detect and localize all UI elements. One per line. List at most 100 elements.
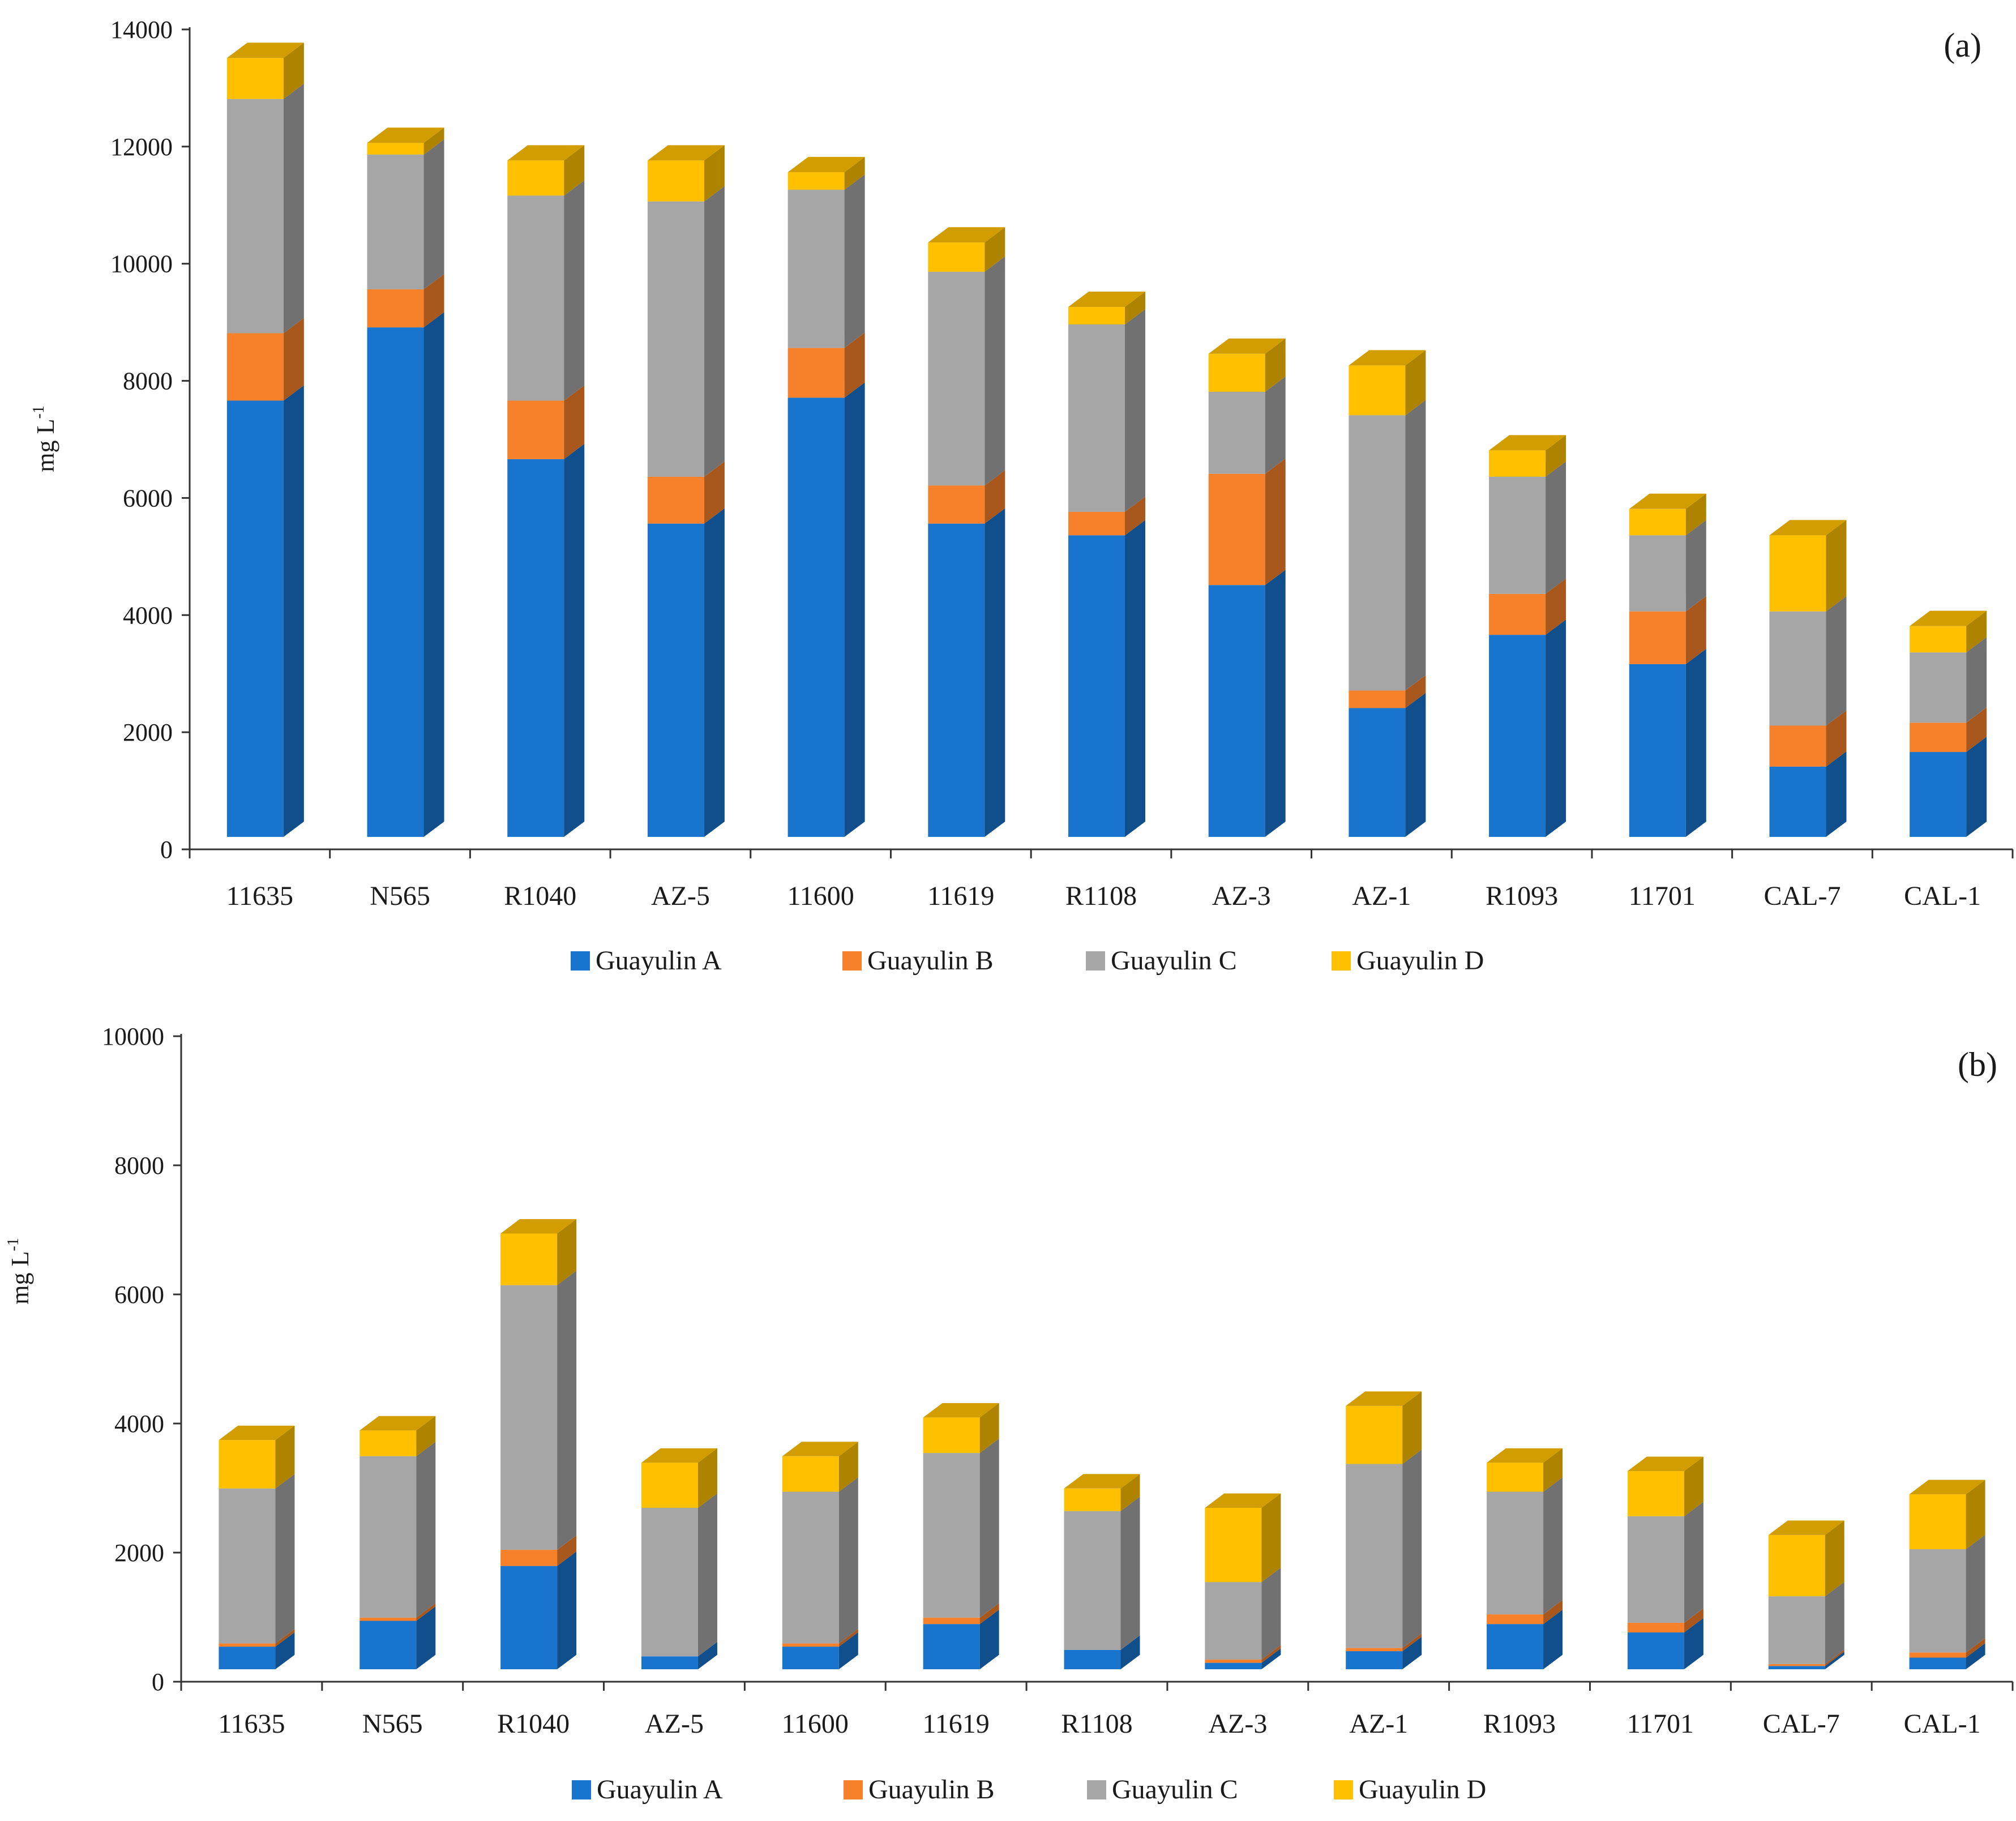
bar-side-guayulin-c-11600 <box>844 174 865 348</box>
bar-side-guayulin-c-11635 <box>275 1474 295 1644</box>
bar-top-az-1 <box>1346 1391 1422 1406</box>
y-tick-label: 4000 <box>123 601 173 629</box>
bar-top-cal-1 <box>1910 610 1987 626</box>
bar-guayulin-b-r1093 <box>1489 593 1546 635</box>
bar-guayulin-a-11600 <box>782 1647 839 1669</box>
bar-side-guayulin-a-cal-7 <box>1825 1651 1844 1669</box>
bar-side-guayulin-d-az-5 <box>697 1448 717 1508</box>
bar-side-guayulin-a-r1093 <box>1546 619 1566 837</box>
legend-label-guayulin-b: Guayulin B <box>867 946 994 976</box>
bar-side-guayulin-d-r1040 <box>564 145 585 196</box>
y-tick-label: 4000 <box>114 1410 164 1438</box>
x-tick-label: 11635 <box>226 881 293 911</box>
bar-guayulin-d-az-1 <box>1346 1405 1403 1464</box>
bar-side-guayulin-c-r1108 <box>1125 309 1145 512</box>
bar-top-11619 <box>923 1403 999 1418</box>
bar-side-guayulin-b-11600 <box>844 332 865 398</box>
bar-guayulin-a-r1093 <box>1487 1624 1544 1669</box>
bar-side-guayulin-b-az-5 <box>704 461 725 524</box>
bar-top-11600 <box>782 1442 858 1456</box>
bar-guayulin-a-11635 <box>226 400 284 837</box>
bar-guayulin-a-az-5 <box>641 1656 698 1669</box>
bar-guayulin-d-az-1 <box>1349 365 1406 416</box>
bar-side-guayulin-a-az-3 <box>1261 1648 1281 1669</box>
bar-side-guayulin-a-11619 <box>979 1609 999 1669</box>
x-tick-label: R1040 <box>497 1709 570 1739</box>
bar-top-n565 <box>359 1416 436 1431</box>
bar-side-guayulin-b-r1040 <box>557 1535 577 1566</box>
bar-side-guayulin-b-11635 <box>275 1628 295 1647</box>
bar-top-r1093 <box>1487 1448 1563 1463</box>
bar-side-guayulin-d-11619 <box>979 1403 999 1454</box>
bar-side-guayulin-c-cal-1 <box>1966 1534 1985 1653</box>
x-tick-label: CAL-7 <box>1764 881 1840 911</box>
bar-side-guayulin-c-11701 <box>1684 1502 1703 1623</box>
bar-guayulin-c-11635 <box>226 99 284 334</box>
bar-side-guayulin-c-n565 <box>423 139 444 289</box>
bar-guayulin-c-11600 <box>782 1491 839 1644</box>
bar-side-guayulin-a-n565 <box>423 312 444 837</box>
bar-side-guayulin-d-az-3 <box>1265 338 1286 392</box>
bar-guayulin-c-cal-7 <box>1769 611 1826 726</box>
bar-guayulin-c-11619 <box>928 271 985 486</box>
legend-label-guayulin-c: Guayulin C <box>1111 946 1237 976</box>
bar-guayulin-d-r1093 <box>1489 450 1546 477</box>
bar-top-cal-7 <box>1768 1520 1844 1535</box>
bar-side-guayulin-a-cal-7 <box>1826 751 1847 837</box>
x-tick-label: N565 <box>370 881 430 911</box>
bar-guayulin-c-r1108 <box>1068 324 1125 512</box>
bar-top-r1108 <box>1064 1474 1140 1489</box>
y-tick-label: 2000 <box>123 719 173 746</box>
bar-side-guayulin-c-az-1 <box>1402 1449 1422 1648</box>
x-tick-label: CAL-7 <box>1763 1709 1840 1739</box>
x-tick-label: AZ-1 <box>1349 1709 1408 1739</box>
bar-side-guayulin-b-n565 <box>423 273 444 328</box>
bar-guayulin-d-11701 <box>1627 1471 1684 1516</box>
bar-guayulin-a-az-3 <box>1208 585 1265 837</box>
bar-guayulin-d-cal-1 <box>1910 626 1967 653</box>
x-tick-label: AZ-3 <box>1208 1709 1267 1739</box>
bar-side-guayulin-a-az-5 <box>697 1642 717 1669</box>
bar-top-11635 <box>219 1425 295 1440</box>
bar-top-az-3 <box>1205 1493 1281 1508</box>
bar-guayulin-b-az-1 <box>1349 690 1406 708</box>
bar-guayulin-b-cal-1 <box>1909 1652 1966 1658</box>
bar-guayulin-a-n565 <box>367 327 424 837</box>
bar-side-guayulin-d-cal-7 <box>1825 1520 1844 1597</box>
bar-side-guayulin-b-az-1 <box>1402 1633 1422 1652</box>
bar-top-az-5 <box>647 145 725 161</box>
bar-side-guayulin-a-r1040 <box>557 1551 577 1669</box>
bar-side-guayulin-d-n565 <box>423 127 444 155</box>
bar-side-guayulin-c-11619 <box>985 256 1005 486</box>
legend-label-guayulin-a: Guayulin A <box>597 1775 723 1805</box>
bar-top-cal-1 <box>1909 1480 1985 1495</box>
bar-guayulin-b-11619 <box>923 1617 980 1625</box>
y-axis-title: mg L-1 <box>30 405 59 472</box>
bar-guayulin-c-r1108 <box>1064 1511 1121 1650</box>
bar-side-guayulin-a-11701 <box>1684 1618 1703 1669</box>
y-tick-label: 6000 <box>114 1281 164 1309</box>
bar-guayulin-b-n565 <box>359 1617 417 1621</box>
legend-label-guayulin-c: Guayulin C <box>1112 1775 1238 1805</box>
bar-side-guayulin-c-r1040 <box>564 180 585 401</box>
bar-guayulin-b-11600 <box>787 348 845 398</box>
bar-guayulin-a-az-1 <box>1346 1651 1403 1669</box>
bar-side-guayulin-d-11600 <box>838 1442 858 1492</box>
bar-guayulin-c-11701 <box>1629 535 1686 612</box>
bar-top-11701 <box>1627 1456 1703 1472</box>
bar-side-guayulin-c-az-5 <box>704 186 725 477</box>
bar-guayulin-c-n565 <box>359 1456 417 1618</box>
bar-side-guayulin-d-cal-7 <box>1826 520 1847 612</box>
bar-group <box>226 42 1987 837</box>
bar-guayulin-d-11600 <box>782 1456 839 1492</box>
bar-side-guayulin-d-r1108 <box>1120 1474 1140 1511</box>
x-tick-label: R1108 <box>1065 881 1137 911</box>
bar-guayulin-d-az-3 <box>1205 1508 1262 1583</box>
bar-guayulin-a-11701 <box>1629 664 1686 837</box>
x-tick-label: CAL-1 <box>1904 1709 1981 1739</box>
bar-guayulin-c-n565 <box>367 155 424 289</box>
bar-guayulin-a-11619 <box>923 1624 980 1669</box>
y-tick-label: 10000 <box>102 1023 164 1050</box>
bar-guayulin-a-r1108 <box>1068 535 1125 837</box>
bar-side-guayulin-a-cal-1 <box>1966 1643 1985 1669</box>
